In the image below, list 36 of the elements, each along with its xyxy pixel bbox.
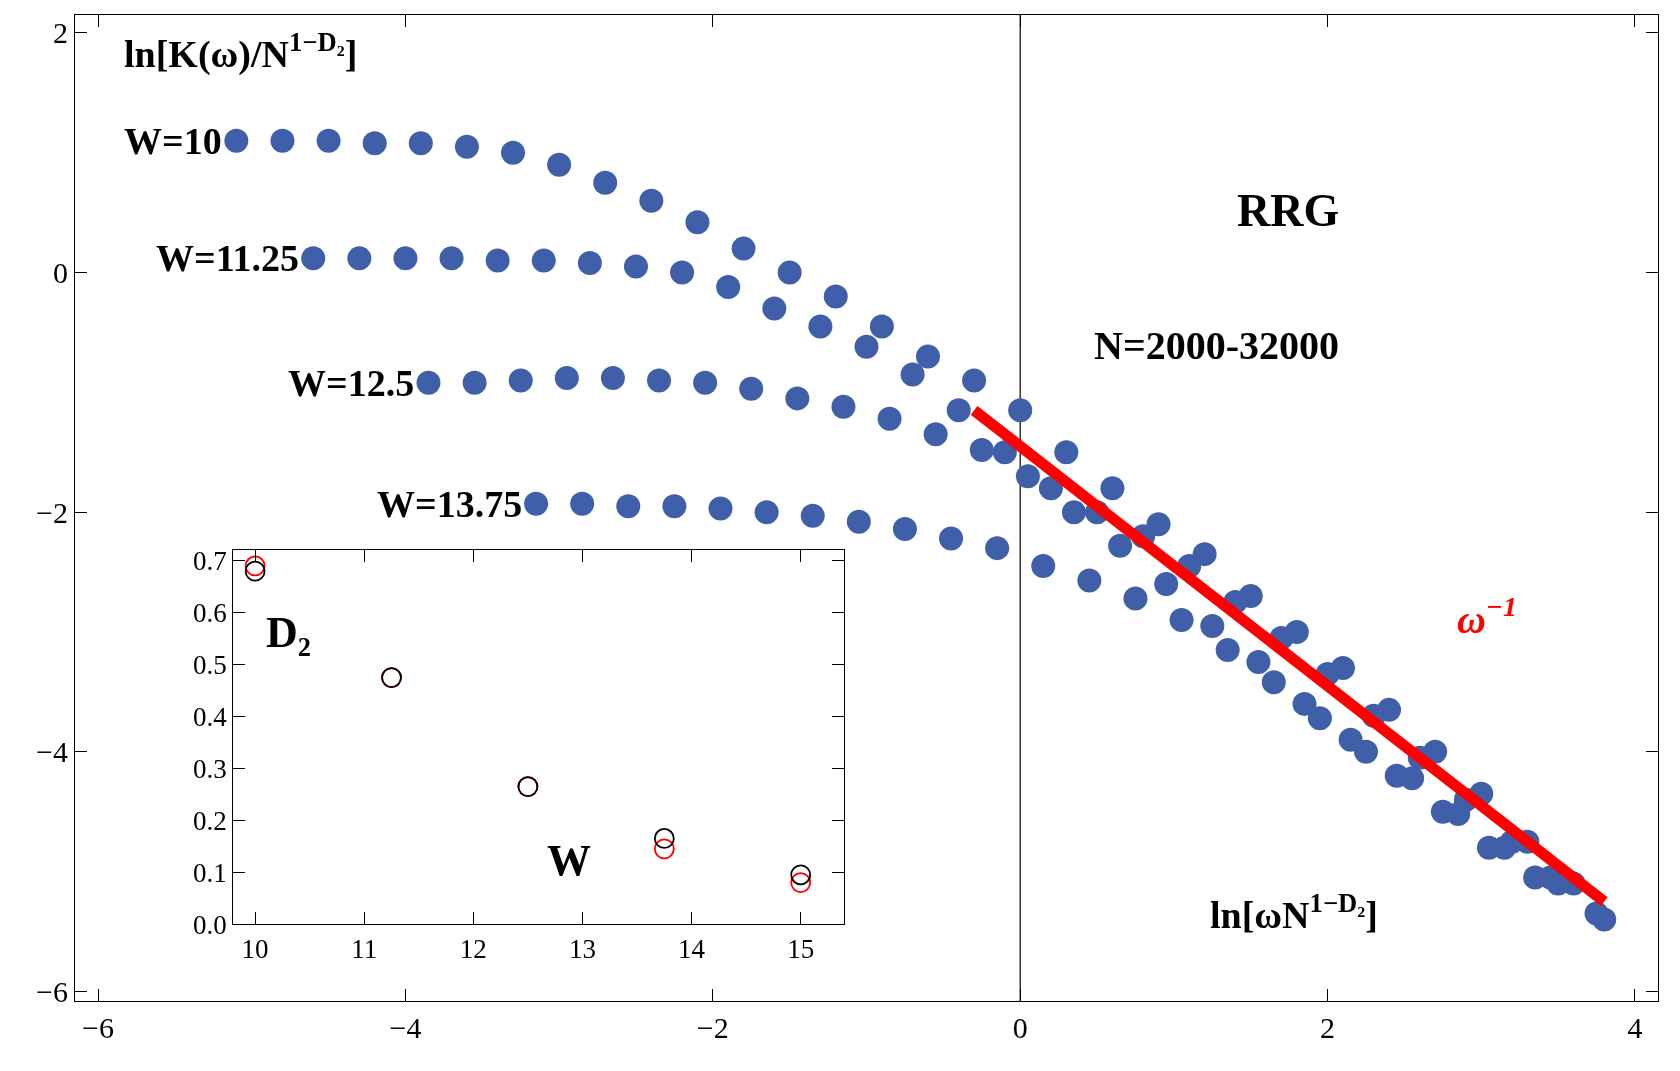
y-tick-label: −4 <box>35 735 68 769</box>
x-tick-label: 10 <box>241 933 269 964</box>
annotation: W=10 <box>124 120 222 162</box>
y-axis-title: ln[K(ω)/N$^{1−D₂}$] <box>124 27 358 76</box>
y-tick-label: −2 <box>35 495 68 529</box>
y-tick-label: 0.5 <box>193 650 227 681</box>
x-tick-label: 12 <box>459 933 487 964</box>
y-tick-label: 0.7 <box>193 546 227 577</box>
x-tick-label: 4 <box>1627 1011 1643 1045</box>
annotation: W=11.25 <box>156 237 300 279</box>
x-tick-label: 2 <box>1320 1011 1336 1045</box>
annotation: W=12.5 <box>288 362 415 404</box>
annotation: W=13.75 <box>377 483 523 525</box>
y-tick-label: 0.0 <box>193 909 227 940</box>
x-tick-label: −6 <box>82 1011 115 1045</box>
x-tick-label: 11 <box>351 933 378 964</box>
y-tick-label: 2 <box>52 16 68 50</box>
x-tick-label: 13 <box>568 933 596 964</box>
annotation: RRG <box>1237 185 1340 236</box>
x-tick-label: 0 <box>1012 1011 1028 1045</box>
y-axis-title: D₂ <box>266 608 311 657</box>
x-tick-label: −4 <box>389 1011 422 1045</box>
y-tick-label: 0.2 <box>193 805 227 836</box>
x-axis-title: W <box>547 836 591 885</box>
y-tick-label: −6 <box>35 974 68 1008</box>
text: ω$^{−1}$ <box>1457 591 1517 642</box>
y-tick-label: 0.4 <box>193 701 228 732</box>
x-tick-label: 15 <box>787 933 815 964</box>
y-tick-label: 0.3 <box>193 753 227 784</box>
y-tick-label: 0 <box>52 256 68 290</box>
x-tick-label: −2 <box>696 1011 729 1045</box>
y-tick-label: 0.6 <box>193 598 227 629</box>
annotation: N=2000-32000 <box>1094 323 1339 368</box>
x-tick-label: 14 <box>678 933 706 964</box>
y-tick-label: 0.1 <box>193 857 227 888</box>
x-axis-title: ln[ωN$^{1−D₂}$] <box>1210 888 1378 936</box>
